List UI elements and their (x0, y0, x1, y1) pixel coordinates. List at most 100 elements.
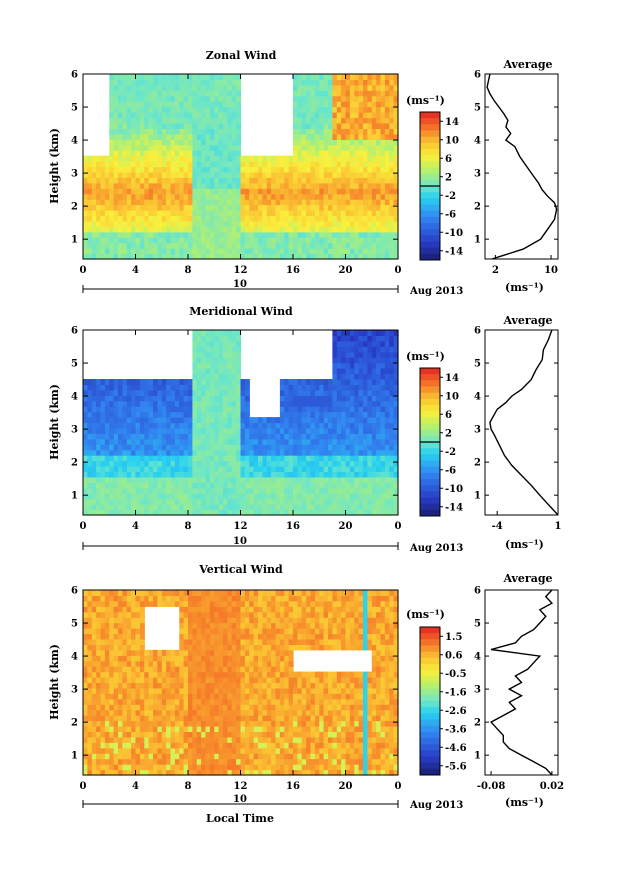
heatmap-cell (209, 422, 215, 429)
heatmap-cell (118, 395, 123, 402)
heatmap-cell (231, 449, 237, 456)
heatmap-cell (262, 215, 268, 222)
heatmap-cell (363, 84, 368, 91)
heatmap-cell (310, 253, 316, 260)
heatmap-cell (174, 177, 180, 184)
heatmap-cell (240, 242, 246, 249)
heatmap-cell (83, 182, 88, 189)
heatmap-cell (144, 84, 150, 91)
heatmap-cell (358, 411, 364, 418)
heatmap-cell (131, 682, 137, 689)
heatmap-cell (205, 155, 211, 162)
heatmap-cell (100, 758, 106, 765)
heatmap-cell (367, 171, 373, 178)
heatmap-cell (214, 133, 220, 140)
heatmap-cell (306, 150, 312, 157)
heatmap-cell (314, 155, 320, 162)
heatmap-cell (218, 400, 224, 407)
heatmap-cell (122, 400, 128, 407)
heatmap-cell (131, 671, 137, 678)
heatmap-cell (371, 487, 377, 494)
heatmap-cell (153, 753, 158, 760)
heatmap-cell (336, 166, 342, 173)
heatmap-cell (345, 504, 351, 511)
heatmap-cell (174, 74, 180, 80)
heatmap-cell (196, 215, 202, 222)
heatmap-cell (122, 698, 128, 705)
heatmap-cell (131, 493, 137, 500)
heatmap-cell (332, 362, 338, 369)
heatmap-cell (188, 177, 193, 184)
heatmap-cell (91, 438, 97, 445)
heatmap-cell (153, 460, 158, 467)
heatmap-cell (100, 215, 106, 222)
heatmap-cell (367, 395, 373, 402)
heatmap-cell (104, 395, 110, 402)
heatmap-cell (240, 384, 246, 391)
heatmap-cell (109, 422, 115, 429)
heatmap-cell (126, 400, 132, 407)
heatmap-cell (293, 117, 298, 124)
heatmap-cell (384, 90, 390, 97)
heatmap-cell (201, 166, 207, 173)
heatmap-cell (113, 449, 119, 456)
heatmap-cell (192, 193, 198, 200)
heatmap-cell (109, 155, 115, 162)
heatmap-cell (214, 444, 220, 451)
heatmap-cell (153, 736, 158, 743)
heatmap-cell (196, 231, 202, 238)
heatmap-cell (118, 649, 123, 656)
heatmap-cell (367, 90, 373, 97)
heatmap-cell (87, 406, 93, 413)
heatmap-cell (139, 193, 145, 200)
heatmap-cell (179, 460, 185, 467)
heatmap-cell (122, 237, 128, 244)
heatmap-cell (144, 438, 150, 445)
heatmap-cell (371, 231, 377, 238)
heatmap-cell (345, 133, 351, 140)
heatmap-cell (258, 438, 263, 445)
heatmap-cell (100, 595, 106, 602)
heatmap-cell (188, 400, 193, 407)
heatmap-cell (367, 133, 373, 140)
heatmap-cell (104, 677, 110, 684)
heatmap-cell (174, 215, 180, 222)
heatmap-cell (332, 417, 338, 424)
heatmap-cell (109, 199, 115, 206)
heatmap-cell (328, 444, 333, 451)
colorbar-segment (420, 130, 440, 138)
heatmap-cell (271, 199, 277, 206)
heatmap-cell (240, 449, 246, 456)
heatmap-cell (131, 504, 137, 511)
heatmap-cell (109, 406, 115, 413)
heatmap-cell (336, 482, 342, 489)
heatmap-cell (179, 438, 185, 445)
heatmap-cell (262, 177, 268, 184)
heatmap-cell (284, 509, 290, 516)
heatmap-cell (131, 726, 137, 732)
heatmap-cell (271, 482, 277, 489)
heatmap-cell (223, 101, 228, 108)
heatmap-cell (393, 199, 399, 206)
heatmap-cell (332, 253, 338, 260)
heatmap-cell (122, 482, 128, 489)
heatmap-cell (87, 161, 93, 168)
heatmap-cell (258, 466, 263, 472)
panel-title: Vertical Wind (198, 563, 283, 576)
heatmap-cell (354, 400, 360, 407)
heatmap-cell (297, 133, 303, 140)
heatmap-cell (328, 493, 333, 500)
heatmap-cell (328, 133, 333, 140)
heatmap-cell (104, 622, 110, 629)
heatmap-cell (139, 600, 145, 607)
heatmap-cell (323, 509, 329, 516)
heatmap-cell (87, 698, 93, 705)
heatmap-cell (363, 188, 368, 195)
heatmap-cell (306, 84, 312, 91)
heatmap-cell (209, 204, 215, 211)
heatmap-cell (240, 395, 246, 402)
heatmap-cell (393, 438, 399, 445)
heatmap-cell (205, 101, 211, 108)
heatmap-cell (376, 199, 382, 206)
